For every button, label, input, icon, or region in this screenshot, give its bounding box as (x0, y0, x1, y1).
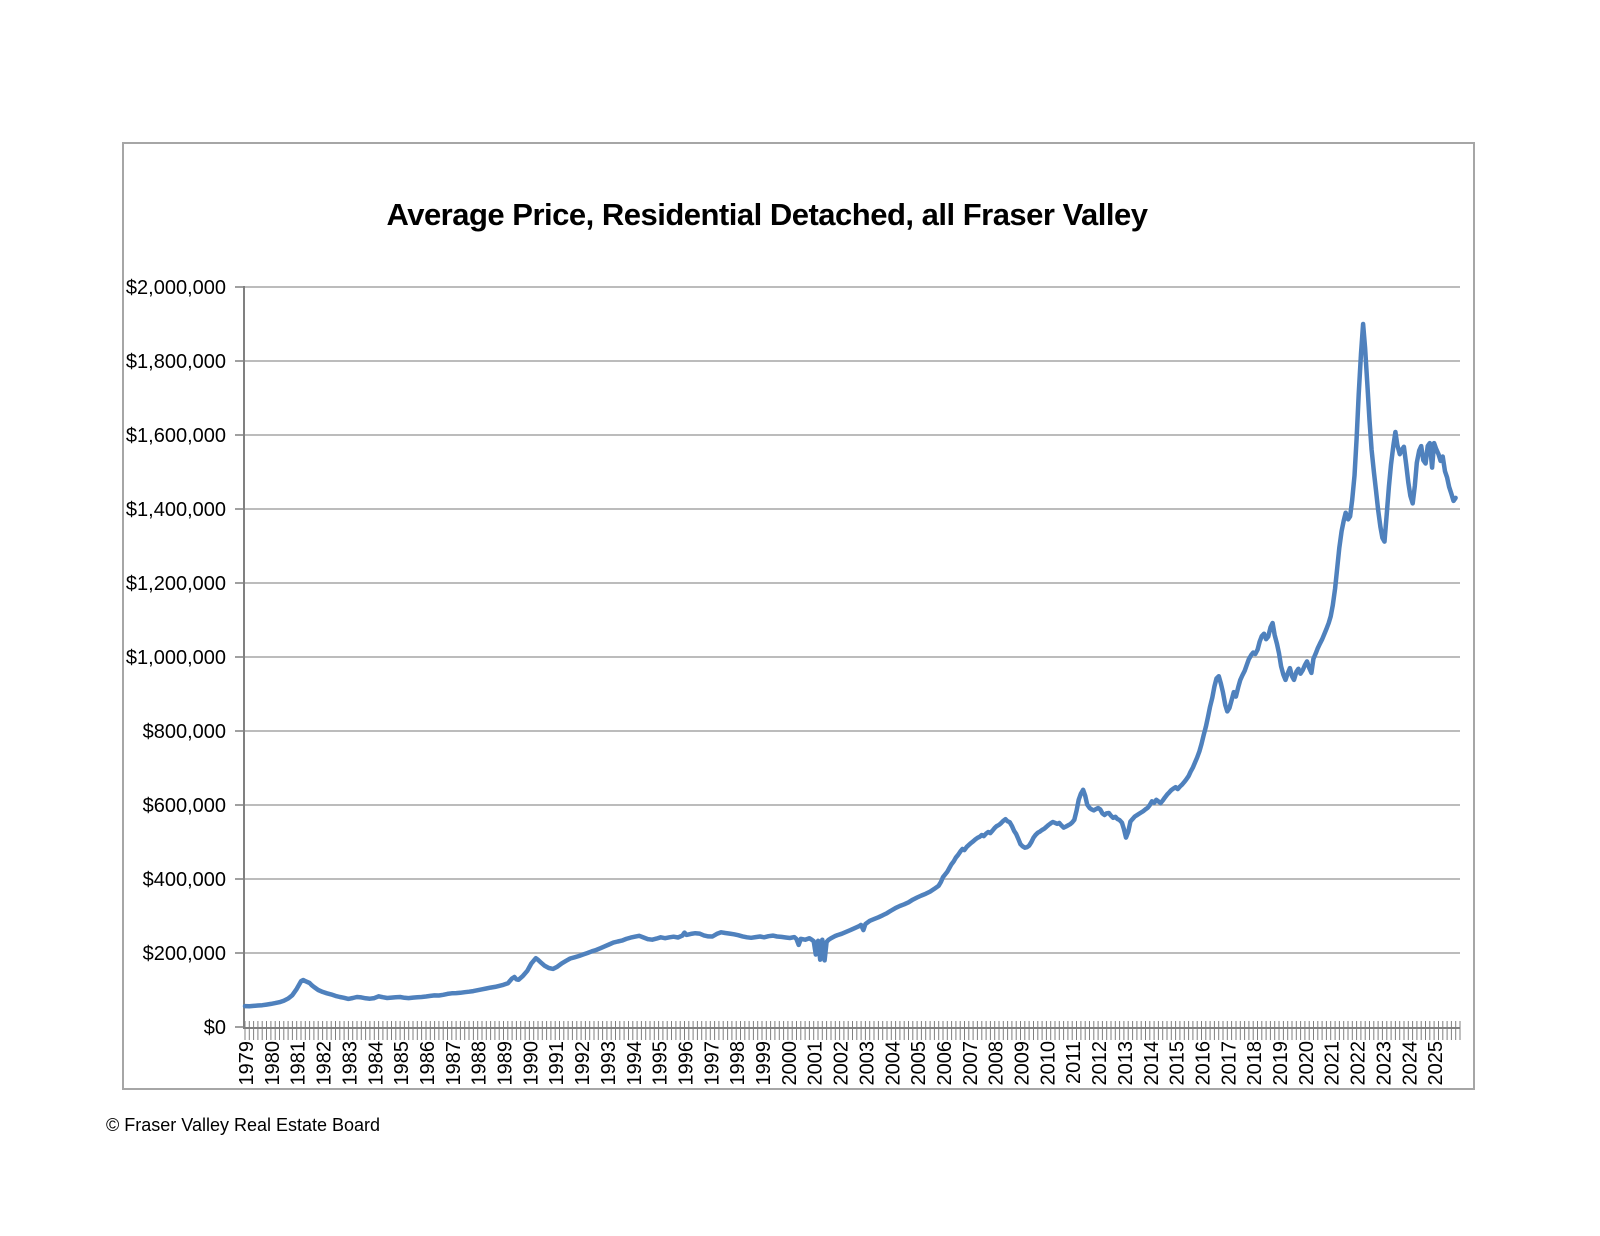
x-tick-label: 2018 (1244, 1041, 1266, 1086)
x-tick-label: 2013 (1115, 1041, 1137, 1086)
x-tick-label: 1993 (598, 1041, 620, 1086)
x-tick-label: 1988 (469, 1041, 491, 1086)
y-tick-label: $800,000 (143, 721, 226, 743)
x-tick-label: 1982 (314, 1041, 336, 1086)
y-tick-label: $1,800,000 (126, 351, 226, 373)
x-tick-label: 2023 (1373, 1041, 1395, 1086)
x-tick-label: 1991 (546, 1041, 568, 1086)
x-tick-label: 2006 (934, 1041, 956, 1086)
x-tick-label: 1986 (417, 1041, 439, 1086)
x-tick-label: 1998 (727, 1041, 749, 1086)
x-tick-label: 1984 (365, 1041, 387, 1086)
y-tick-label: $400,000 (143, 869, 226, 891)
x-tick-label: 2002 (831, 1041, 853, 1086)
x-tick-label: 2004 (882, 1041, 904, 1086)
x-tick-label: 2019 (1270, 1041, 1292, 1086)
x-tick-label: 1985 (391, 1041, 413, 1086)
price-series-line (242, 321, 1458, 1009)
x-tick-label: 1983 (339, 1041, 361, 1086)
x-tick-label: 2010 (1037, 1041, 1059, 1086)
x-tick-label: 2007 (960, 1041, 982, 1086)
x-tick-label: 2016 (1193, 1041, 1215, 1086)
chart-title: Average Price, Residential Detached, all… (386, 197, 1148, 232)
x-tick-label: 2009 (1012, 1041, 1034, 1086)
x-tick-label: 1992 (572, 1041, 594, 1086)
y-tick-label: $1,200,000 (126, 573, 226, 595)
x-tick-label: 1980 (262, 1041, 284, 1086)
x-tick-label: 2005 (908, 1041, 930, 1086)
x-tick-label: 1994 (624, 1041, 646, 1086)
x-tick-label: 1995 (650, 1041, 672, 1086)
copyright-text: © Fraser Valley Real Estate Board (106, 1115, 381, 1135)
y-tick-label: $0 (204, 1017, 226, 1039)
y-tick-label: $600,000 (143, 795, 226, 817)
y-tick-label: $1,600,000 (126, 425, 226, 447)
x-tick-label: 2003 (856, 1041, 878, 1086)
x-tick-label: 2014 (1141, 1041, 1163, 1086)
x-tick-label: 1999 (753, 1041, 775, 1086)
chart-frame (122, 142, 1475, 1090)
x-tick-label: 2011 (1063, 1041, 1085, 1084)
x-tick-label: 2012 (1089, 1041, 1111, 1086)
x-tick-label: 1990 (520, 1041, 542, 1086)
x-tick-label: 1989 (495, 1041, 517, 1086)
x-tick-label: 1979 (236, 1041, 258, 1086)
y-tick-label: $1,000,000 (126, 647, 226, 669)
x-tick-label: 2022 (1348, 1041, 1370, 1086)
x-tick-label: 1981 (288, 1041, 310, 1086)
x-tick-label: 2020 (1296, 1041, 1318, 1086)
x-tick-label: 1987 (443, 1041, 465, 1086)
x-tick-label: 2025 (1425, 1041, 1447, 1086)
x-tick-label: 2008 (986, 1041, 1008, 1086)
y-tick-label: $2,000,000 (126, 277, 226, 299)
y-tick-label: $1,400,000 (126, 499, 226, 521)
x-tick-label: 2015 (1167, 1041, 1189, 1086)
y-tick-label: $200,000 (143, 943, 226, 965)
x-tick-label: 2001 (805, 1041, 827, 1086)
x-tick-label: 2024 (1399, 1041, 1421, 1086)
x-tick-label: 2021 (1322, 1041, 1344, 1086)
x-tick-label: 1997 (701, 1041, 723, 1086)
x-tick-label: 1996 (676, 1041, 698, 1086)
x-tick-label: 2000 (779, 1041, 801, 1086)
x-tick-label: 2017 (1218, 1041, 1240, 1086)
